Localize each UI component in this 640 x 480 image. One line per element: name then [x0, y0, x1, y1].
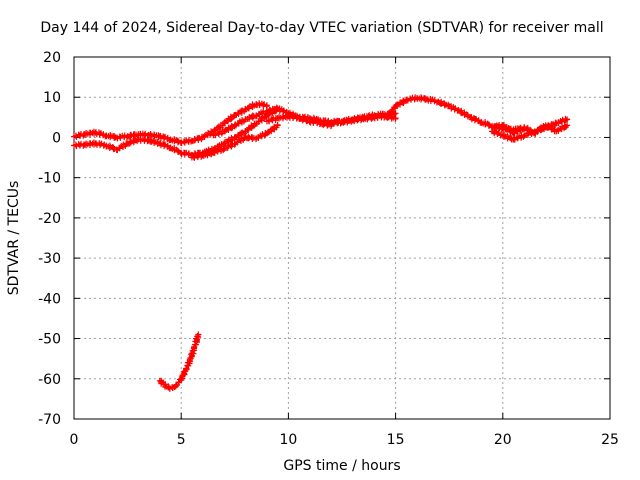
- data-trace: [265, 104, 280, 115]
- data-trace: [532, 123, 548, 137]
- data-trace: [157, 140, 173, 152]
- x-tick-label: 10: [279, 432, 297, 448]
- data-trace: [232, 105, 249, 119]
- data-trace: [167, 144, 184, 157]
- y-tick-labels: 20 10 0 -10 -20 -30 -40 -50 -60 -70: [38, 50, 61, 428]
- data-trace: [190, 332, 202, 351]
- chart-title: Day 144 of 2024, Sidereal Day-to-day VTE…: [40, 20, 603, 36]
- data-trace: [510, 124, 528, 137]
- series-arc-a: [71, 100, 270, 147]
- data-trace: [167, 136, 184, 146]
- y-tick-label: -20: [38, 211, 61, 227]
- data-trace: [253, 108, 270, 120]
- x-tick-label: 0: [70, 432, 79, 448]
- data-trace: [232, 127, 249, 141]
- data-trace: [114, 132, 130, 142]
- x-tick-label: 15: [387, 432, 405, 448]
- data-trace: [125, 135, 141, 147]
- y-tick-label: -70: [38, 412, 61, 428]
- data-trace: [253, 113, 269, 127]
- data-series: [71, 94, 571, 392]
- plot-frame: [73, 56, 611, 420]
- x-tick-label: 20: [494, 432, 512, 448]
- data-trace: [222, 122, 238, 135]
- series-arc-j: [156, 331, 202, 392]
- y-axis-label: SDTVAR / TECUs: [6, 181, 22, 296]
- y-tick-label: -40: [38, 291, 61, 307]
- data-point: [564, 116, 571, 123]
- data-trace: [555, 115, 569, 127]
- y-tick-label: -60: [38, 372, 61, 388]
- x-axis-label: GPS time / hours: [283, 458, 400, 474]
- data-trace: [221, 112, 238, 127]
- y-tick-label: 20: [43, 50, 61, 66]
- data-trace: [478, 119, 495, 130]
- data-trace: [92, 129, 109, 140]
- data-trace: [393, 97, 410, 109]
- data-trace: [458, 107, 474, 121]
- data-point: [263, 102, 270, 109]
- y-tick-label: -50: [38, 332, 61, 348]
- series-arc-e: [263, 112, 335, 130]
- y-tick-label: 10: [43, 90, 61, 106]
- data-trace: [179, 368, 188, 382]
- data-trace: [255, 130, 269, 141]
- y-tick-label: 0: [52, 130, 61, 146]
- data-point: [392, 115, 399, 122]
- data-trace: [264, 121, 281, 136]
- data-trace: [468, 114, 484, 126]
- data-point: [564, 122, 571, 129]
- series-arc-f: [328, 112, 399, 127]
- x-tick-label: 25: [601, 432, 619, 448]
- data-trace: [147, 131, 162, 141]
- x-tick-labels: 0 5 10 15 20 25: [70, 432, 619, 448]
- data-point: [253, 101, 260, 108]
- series-arc-c: [188, 121, 281, 161]
- data-trace: [186, 347, 198, 363]
- grid-lines: [74, 57, 610, 419]
- y-tick-label: -30: [38, 251, 61, 267]
- x-tick-label: 5: [177, 432, 186, 448]
- data-point: [195, 331, 202, 338]
- data-trace: [232, 116, 249, 129]
- data-trace: [190, 133, 205, 145]
- axis-ticks: [73, 56, 611, 420]
- data-trace: [221, 134, 238, 147]
- data-trace: [165, 383, 176, 392]
- data-trace: [211, 119, 227, 134]
- series-arc-i: [489, 121, 571, 137]
- data-point: [274, 122, 281, 129]
- y-tick-label: -10: [38, 171, 61, 187]
